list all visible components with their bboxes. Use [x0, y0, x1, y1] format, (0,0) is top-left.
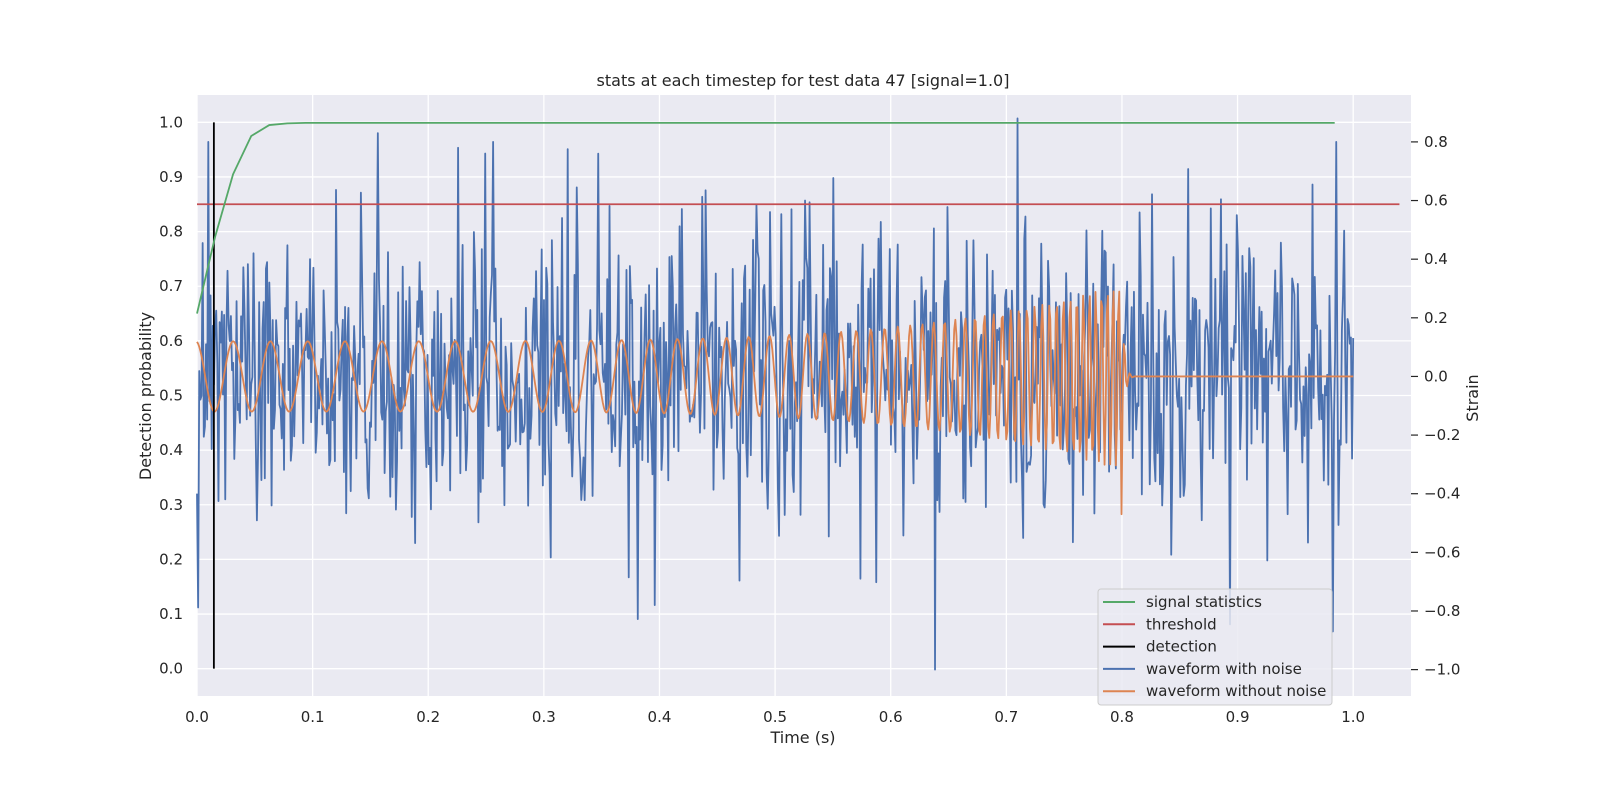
x-tick-label: 0.1: [301, 708, 325, 726]
series-waveform-without-noise: [196, 290, 1354, 516]
x-axis: 0.0 0.1 0.2 0.3 0.4 0.5 0.6 0.7 0.8 0.9 1.0: [185, 708, 1365, 726]
y-tick-label-left: 0.3: [159, 496, 183, 514]
x-tick-label: 0.8: [1110, 708, 1134, 726]
legend: signal statistics threshold detection wavef…: [1097, 588, 1333, 706]
series-signal-statistics: [196, 121, 1335, 314]
y-axis-label-left: Detection probability: [136, 312, 155, 480]
x-tick-label: 0.3: [532, 708, 556, 726]
legend-box: [1097, 588, 1333, 706]
y-tick-label-right: −0.8: [1424, 602, 1460, 620]
x-tick-label: 1.0: [1341, 708, 1365, 726]
x-tick-label: 0.4: [648, 708, 672, 726]
y-tick-label-left: 0.1: [159, 605, 183, 623]
y-tick-label-right: −0.4: [1424, 485, 1460, 503]
y-axis-right: −1.0 −0.8 −0.6 −0.4 −0.2 0.0 0.2 0.4 0.6 0.8: [1411, 133, 1460, 679]
y-tick-label-left: 0.5: [159, 387, 183, 405]
series-waveform-with-noise: [196, 117, 1355, 671]
x-tick-label: 0.0: [185, 708, 209, 726]
y-tick-label-left: 0.0: [159, 660, 183, 678]
y-axis-left: 0.0 0.1 0.2 0.3 0.4 0.5 0.6 0.7 0.8 0.9 1.0: [159, 113, 183, 677]
x-tick-label: 0.5: [763, 708, 787, 726]
y-tick-label-left: 0.2: [159, 550, 183, 568]
y-tick-label-right: 0.0: [1424, 367, 1448, 385]
x-tick-label: 0.7: [994, 708, 1018, 726]
plot-lines: [196, 117, 1400, 671]
y-tick-label-right: −1.0: [1424, 661, 1460, 679]
y-axis-label-right: Strain: [1463, 374, 1482, 421]
legend-label: waveform with noise: [1146, 660, 1302, 678]
legend-label: signal statistics: [1146, 593, 1262, 611]
y-tick-label-left: 0.9: [159, 168, 183, 186]
x-tick-label: 0.9: [1226, 708, 1250, 726]
y-tick-label-right: 0.6: [1424, 192, 1448, 210]
legend-label: waveform without noise: [1146, 682, 1326, 700]
legend-label: detection: [1146, 638, 1217, 656]
y-tick-label-right: 0.4: [1424, 250, 1448, 268]
chart-title: stats at each timestep for test data 47 …: [597, 71, 1010, 90]
x-tick-label: 0.2: [416, 708, 440, 726]
y-tick-label-right: −0.6: [1424, 543, 1460, 561]
x-axis-label: Time (s): [769, 728, 835, 747]
y-tick-label-left: 1.0: [159, 113, 183, 131]
y-tick-label-left: 0.4: [159, 441, 183, 459]
x-tick-label: 0.6: [879, 708, 903, 726]
y-tick-label-left: 0.6: [159, 332, 183, 350]
y-tick-label-left: 0.8: [159, 223, 183, 241]
y-tick-label-right: 0.2: [1424, 309, 1448, 327]
y-tick-label-right: −0.2: [1424, 426, 1460, 444]
y-tick-label-right: 0.8: [1424, 133, 1448, 151]
y-tick-label-left: 0.7: [159, 277, 183, 295]
legend-label: threshold: [1146, 615, 1217, 633]
